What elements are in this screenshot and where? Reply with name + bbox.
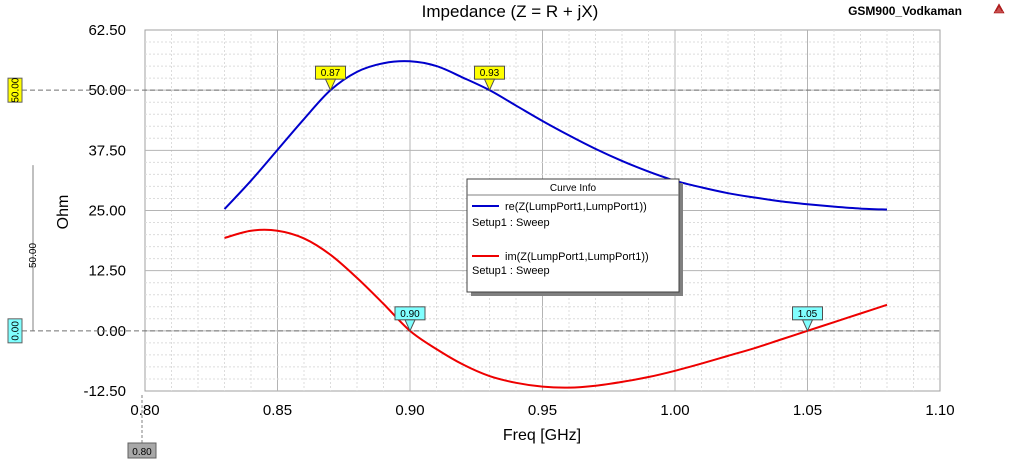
- x-tick-label: 1.00: [660, 402, 689, 419]
- marker-1.05[interactable]: 1.05: [792, 306, 823, 333]
- x-tick-label: 0.80: [130, 402, 159, 419]
- legend-entry-re: re(Z(LumpPort1,LumpPort1)): [505, 201, 647, 213]
- marker-label: 0.87: [321, 68, 341, 79]
- delta-bracket: 50.00: [28, 165, 39, 331]
- x-axis-label: Freq [GHz]: [503, 427, 581, 444]
- marker-0.87[interactable]: 0.87: [315, 65, 346, 92]
- series-line-imag[interactable]: [224, 228, 888, 389]
- y-tick-label: 12.50: [88, 263, 126, 280]
- marker-label: 1.05: [798, 309, 818, 320]
- y-tick-label: 37.50: [88, 142, 126, 159]
- x-tick-label: 0.90: [395, 402, 424, 419]
- x-tick-label: 0.85: [263, 402, 292, 419]
- delta-label: 50.00: [28, 243, 39, 268]
- legend-title: Curve Info: [550, 183, 597, 194]
- y-tick-label: -12.50: [83, 383, 126, 400]
- legend-entry-im: im(Z(LumpPort1,LumpPort1)): [505, 251, 649, 263]
- svg-text:50.00: 50.00: [11, 77, 22, 102]
- y-tick-label: 50.00: [88, 82, 126, 99]
- chart-title: Impedance (Z = R + jX): [422, 2, 599, 21]
- y-axis-label: Ohm: [55, 195, 72, 230]
- legend-setup-im: Setup1 : Sweep: [472, 265, 550, 277]
- x-cursor-label: 0.80: [132, 447, 152, 458]
- x-tick-label: 1.05: [793, 402, 822, 419]
- legend-setup-re: Setup1 : Sweep: [472, 217, 550, 229]
- reference-label[interactable]: 0.00: [7, 318, 23, 344]
- y-tick-label: 62.50: [88, 22, 126, 39]
- svg-text:0.00: 0.00: [11, 321, 22, 341]
- marker-label: 0.90: [400, 309, 420, 320]
- series-line-real[interactable]: [223, 60, 888, 211]
- curves: [223, 60, 888, 389]
- x-cursor[interactable]: 0.80: [127, 395, 157, 459]
- markers: 0.87 0.93 0.90 1.05: [315, 65, 823, 333]
- project-name: GSM900_Vodkaman: [848, 4, 962, 18]
- legend-box: [466, 178, 680, 293]
- marker-label: 0.93: [480, 68, 500, 79]
- x-tick-labels: 0.80 0.85 0.90 0.95 1.00 1.05 1.10: [130, 402, 954, 419]
- legend[interactable]: Curve Info re(Z(LumpPort1,LumpPort1)) Se…: [466, 178, 683, 296]
- reference-lines: 50.00 0.00: [7, 77, 940, 344]
- x-tick-label: 0.95: [528, 402, 557, 419]
- y-tick-label: 25.00: [88, 203, 126, 220]
- reference-label[interactable]: 50.00: [7, 77, 23, 103]
- x-tick-label: 1.10: [925, 402, 954, 419]
- marker-0.93[interactable]: 0.93: [474, 65, 505, 92]
- marker-0.90[interactable]: 0.90: [394, 306, 426, 333]
- ansys-triangle-icon: [993, 3, 1005, 14]
